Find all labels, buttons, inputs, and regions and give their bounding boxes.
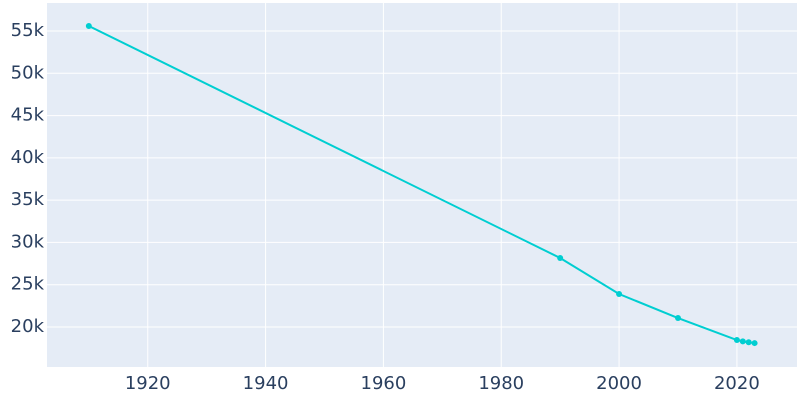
data-point [745,339,752,346]
x-tick-label: 2020 [714,373,760,394]
data-point [674,315,681,322]
data-point [733,337,740,344]
x-tick-label: 1980 [478,373,524,394]
y-tick-label: 30k [11,231,45,252]
data-point [85,23,92,30]
y-tick-label: 40k [11,147,45,168]
x-tick-label: 1940 [243,373,289,394]
y-tick-label: 35k [11,189,45,210]
x-tick-label: 2000 [596,373,642,394]
y-tick-label: 45k [11,105,45,126]
plot-area [47,3,797,367]
data-point [616,291,623,298]
data-point [739,338,746,345]
y-tick-label: 25k [11,274,45,295]
y-tick-label: 20k [11,316,45,337]
y-tick-label: 50k [11,62,45,83]
data-point [557,254,564,261]
x-tick-label: 1960 [361,373,407,394]
x-tick-label: 1920 [125,373,171,394]
data-point [751,340,758,347]
y-tick-label: 55k [11,20,45,41]
